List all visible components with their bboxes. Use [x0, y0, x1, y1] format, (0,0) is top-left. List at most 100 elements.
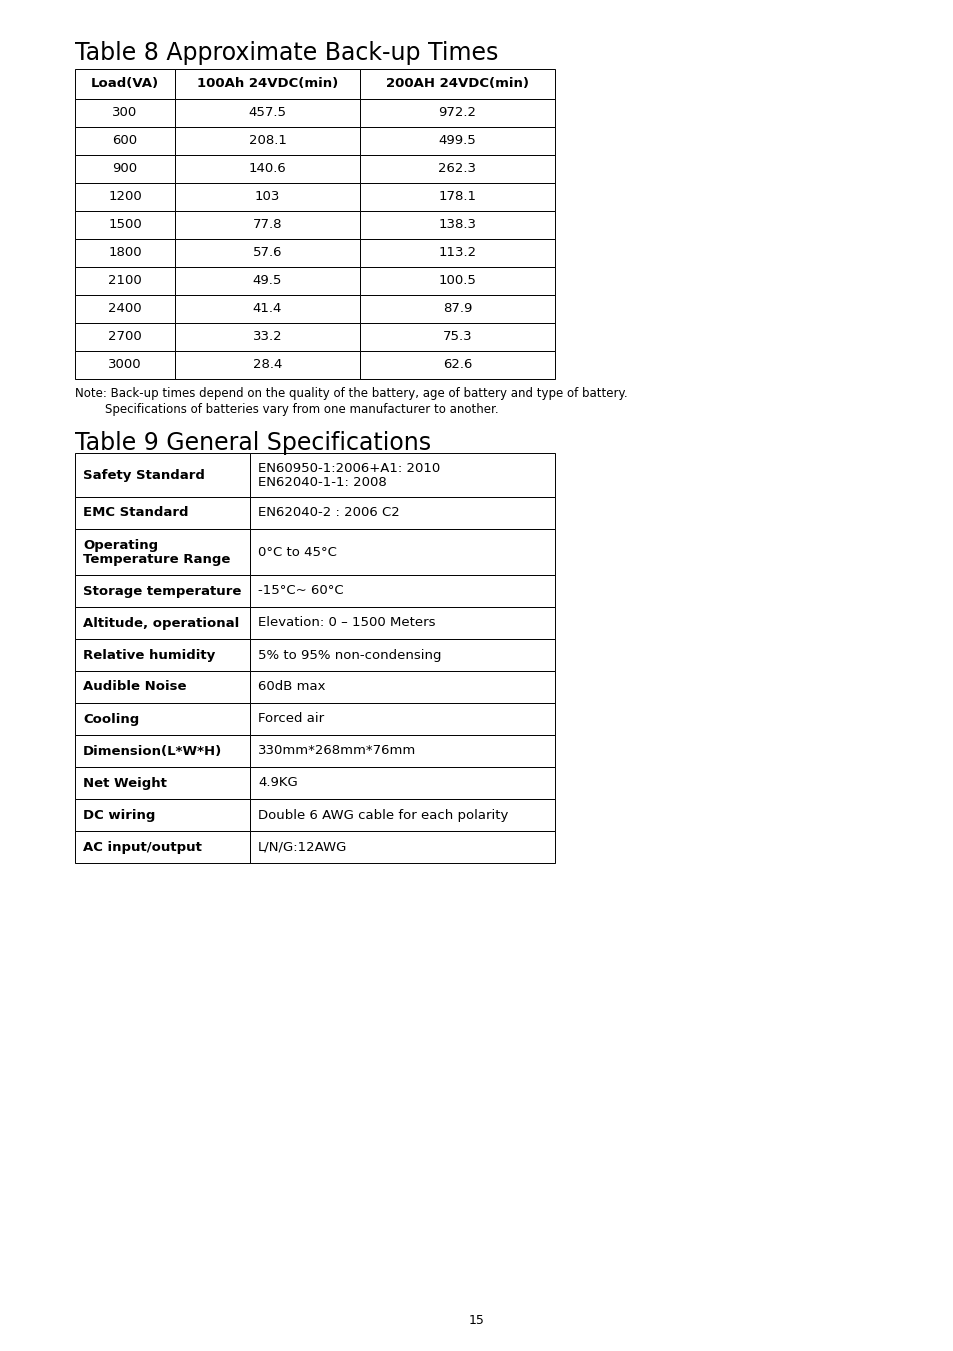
Text: Double 6 AWG cable for each polarity: Double 6 AWG cable for each polarity [257, 808, 508, 821]
Text: 87.9: 87.9 [442, 303, 472, 316]
Bar [250, 576, 555, 607]
Text: 140.6: 140.6 [249, 162, 286, 176]
Text: 138.3: 138.3 [438, 219, 476, 231]
Text: Dimension(L*W*H): Dimension(L*W*H) [83, 744, 222, 758]
Bar [75, 831, 250, 863]
Bar [174, 155, 359, 182]
Text: Safety Standard: Safety Standard [83, 469, 205, 481]
Text: 1800: 1800 [108, 246, 142, 259]
Bar [174, 239, 359, 267]
Bar [174, 69, 359, 99]
Text: 300: 300 [112, 107, 137, 119]
Bar [75, 576, 250, 607]
Bar [75, 155, 174, 182]
Text: 2400: 2400 [108, 303, 142, 316]
Bar [359, 295, 555, 323]
Text: 1200: 1200 [108, 190, 142, 204]
Text: 5% to 95% non-condensing: 5% to 95% non-condensing [257, 648, 441, 662]
Text: Load(VA): Load(VA) [91, 77, 159, 91]
Bar [75, 239, 174, 267]
Text: 62.6: 62.6 [442, 358, 472, 372]
Bar [359, 182, 555, 211]
Text: Cooling: Cooling [83, 712, 139, 725]
Text: 457.5: 457.5 [248, 107, 286, 119]
Text: 178.1: 178.1 [438, 190, 476, 204]
Bar [75, 99, 174, 127]
Text: Table 8 Approximate Back-up Times: Table 8 Approximate Back-up Times [75, 41, 497, 65]
Text: 100Ah 24VDC(min): 100Ah 24VDC(min) [196, 77, 337, 91]
Text: Forced air: Forced air [257, 712, 324, 725]
Bar [250, 497, 555, 530]
Text: 262.3: 262.3 [438, 162, 476, 176]
Bar [75, 607, 250, 639]
Bar [250, 639, 555, 671]
Bar [359, 99, 555, 127]
Bar [359, 127, 555, 155]
Bar [359, 267, 555, 295]
Text: -15°C~ 60°C: -15°C~ 60°C [257, 585, 343, 597]
Bar [250, 530, 555, 576]
Bar [174, 351, 359, 380]
Text: 60dB max: 60dB max [257, 681, 325, 693]
Bar [250, 831, 555, 863]
Bar [359, 351, 555, 380]
Text: Relative humidity: Relative humidity [83, 648, 215, 662]
Text: EN62040-1-1: 2008: EN62040-1-1: 2008 [257, 476, 386, 489]
Text: EN62040-2 : 2006 C2: EN62040-2 : 2006 C2 [257, 507, 399, 520]
Bar [250, 735, 555, 767]
Text: 49.5: 49.5 [253, 274, 282, 288]
Bar [250, 703, 555, 735]
Bar [174, 267, 359, 295]
Text: 41.4: 41.4 [253, 303, 282, 316]
Bar [75, 703, 250, 735]
Bar [75, 530, 250, 576]
Bar [75, 323, 174, 351]
Text: 972.2: 972.2 [438, 107, 476, 119]
Bar [174, 295, 359, 323]
Text: Storage temperature: Storage temperature [83, 585, 241, 597]
Bar [75, 182, 174, 211]
Text: 75.3: 75.3 [442, 331, 472, 343]
Text: Operating: Operating [83, 539, 158, 551]
Bar [359, 211, 555, 239]
Text: Table 9 General Specifications: Table 9 General Specifications [75, 431, 431, 455]
Text: Note: Back-up times depend on the quality of the battery, age of battery and typ: Note: Back-up times depend on the qualit… [75, 386, 627, 400]
Text: 15: 15 [469, 1315, 484, 1328]
Text: Temperature Range: Temperature Range [83, 553, 230, 566]
Text: 100.5: 100.5 [438, 274, 476, 288]
Text: 28.4: 28.4 [253, 358, 282, 372]
Text: 4.9KG: 4.9KG [257, 777, 297, 789]
Text: 499.5: 499.5 [438, 135, 476, 147]
Bar [75, 453, 250, 497]
Bar [174, 323, 359, 351]
Bar [174, 127, 359, 155]
Bar [75, 267, 174, 295]
Bar [174, 211, 359, 239]
Text: 1500: 1500 [108, 219, 142, 231]
Text: 900: 900 [112, 162, 137, 176]
Bar [359, 323, 555, 351]
Text: 208.1: 208.1 [249, 135, 286, 147]
Text: 2100: 2100 [108, 274, 142, 288]
Bar [75, 295, 174, 323]
Bar [250, 607, 555, 639]
Text: 57.6: 57.6 [253, 246, 282, 259]
Bar [75, 735, 250, 767]
Text: 77.8: 77.8 [253, 219, 282, 231]
Text: Specifications of batteries vary from one manufacturer to another.: Specifications of batteries vary from on… [105, 403, 498, 416]
Text: AC input/output: AC input/output [83, 840, 202, 854]
Bar [75, 671, 250, 703]
Bar [75, 127, 174, 155]
Bar [359, 155, 555, 182]
Bar [75, 497, 250, 530]
Bar [75, 69, 174, 99]
Bar [75, 767, 250, 798]
Text: 33.2: 33.2 [253, 331, 282, 343]
Bar [250, 671, 555, 703]
Text: EN60950-1:2006+A1: 2010: EN60950-1:2006+A1: 2010 [257, 462, 439, 474]
Bar [174, 99, 359, 127]
Bar [359, 239, 555, 267]
Bar [75, 798, 250, 831]
Text: L/N/G:12AWG: L/N/G:12AWG [257, 840, 347, 854]
Bar [75, 639, 250, 671]
